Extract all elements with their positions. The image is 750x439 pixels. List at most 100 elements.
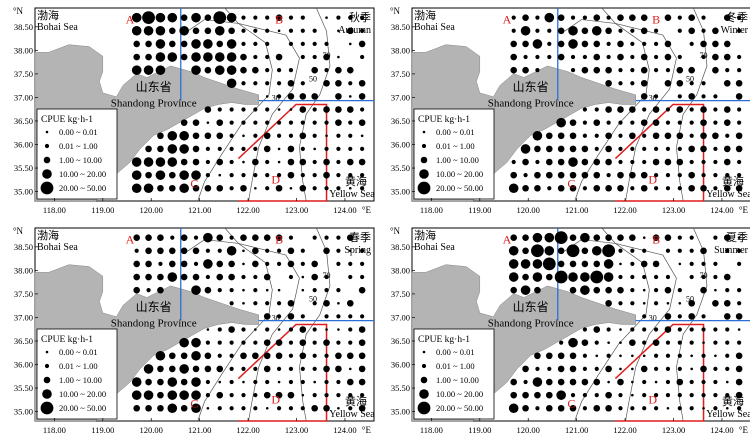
station-cpue-dot <box>348 340 353 345</box>
station-cpue-dot <box>312 393 317 398</box>
region-label-c: C <box>190 396 198 410</box>
station-cpue-dot <box>735 391 743 399</box>
station-cpue-dot <box>252 247 259 255</box>
station-cpue-dot <box>652 339 660 346</box>
station-cpue-dot <box>677 406 682 411</box>
station-cpue-dot <box>653 146 659 151</box>
lon-tick-label: 119.00 <box>91 425 114 435</box>
station-cpue-dot <box>547 41 552 46</box>
station-cpue-dot <box>630 274 635 280</box>
station-cpue-dot <box>155 350 166 361</box>
station-cpue-dot <box>702 406 705 410</box>
station-cpue-dot <box>253 340 258 345</box>
station-cpue-dot <box>653 366 659 371</box>
station-cpue-dot <box>193 261 199 266</box>
station-cpue-dot <box>606 173 611 178</box>
station-cpue-dot <box>689 340 694 345</box>
station-cpue-dot <box>252 234 259 241</box>
station-cpue-dot <box>617 53 624 61</box>
station-cpue-dot <box>214 25 225 36</box>
station-cpue-dot <box>723 53 731 61</box>
station-cpue-dot <box>301 275 305 279</box>
station-cpue-dot <box>229 301 234 306</box>
station-cpue-dot <box>323 299 330 307</box>
station-cpue-dot <box>653 353 659 358</box>
station-cpue-dot <box>640 14 648 21</box>
station-cpue-dot <box>725 366 730 371</box>
station-cpue-dot <box>618 248 623 253</box>
station-cpue-dot <box>652 260 660 268</box>
station-cpue-dot <box>229 366 234 371</box>
station-cpue-dot <box>618 393 623 398</box>
lat-tick-label: 35.00 <box>391 407 410 417</box>
station-cpue-dot <box>287 391 295 399</box>
station-cpue-dot <box>253 107 258 112</box>
station-cpue-dot <box>265 15 270 20</box>
station-cpue-dot <box>723 119 731 126</box>
region-label-a: A <box>503 12 512 26</box>
station-cpue-dot <box>535 54 540 60</box>
station-cpue-dot <box>665 120 671 125</box>
station-cpue-dot <box>277 288 281 292</box>
station-cpue-dot <box>640 184 648 192</box>
station-cpue-dot <box>629 132 636 140</box>
station-cpue-dot <box>229 393 234 398</box>
station-cpue-dot <box>618 146 623 151</box>
station-cpue-dot <box>300 41 305 46</box>
station-cpue-dot <box>313 147 316 151</box>
station-cpue-dot <box>522 365 529 373</box>
lat-tick-label: 35.00 <box>14 187 33 197</box>
station-cpue-dot <box>265 120 270 125</box>
station-cpue-dot <box>619 367 622 371</box>
station-cpue-dot <box>263 365 271 373</box>
region-label-c: C <box>567 396 575 410</box>
station-cpue-dot <box>288 327 294 332</box>
station-cpue-dot <box>593 378 601 386</box>
station-cpue-dot <box>324 379 329 385</box>
yellow-sea-en-label: Yellow Sea <box>329 409 375 420</box>
station-cpue-dot <box>677 120 682 125</box>
station-cpue-dot <box>312 235 317 240</box>
station-cpue-dot <box>712 299 719 307</box>
station-cpue-dot <box>204 184 212 192</box>
station-cpue-dot <box>275 339 283 346</box>
station-cpue-dot <box>241 393 246 398</box>
station-cpue-dot <box>203 259 213 269</box>
station-cpue-dot <box>179 25 189 36</box>
station-cpue-dot <box>242 249 245 253</box>
station-cpue-dot <box>191 65 201 75</box>
station-cpue-dot <box>335 106 342 113</box>
station-cpue-dot <box>544 12 555 23</box>
station-cpue-dot <box>143 390 154 400</box>
station-cpue-dot <box>157 391 164 399</box>
station-cpue-dot <box>203 52 213 62</box>
station-cpue-dot <box>737 406 742 411</box>
station-cpue-dot <box>735 184 743 192</box>
station-cpue-dot <box>323 404 330 412</box>
station-cpue-dot <box>522 273 529 281</box>
station-cpue-dot <box>335 66 342 74</box>
station-cpue-dot <box>678 262 682 266</box>
station-cpue-dot <box>640 119 648 126</box>
station-cpue-dot <box>241 120 246 125</box>
station-cpue-dot <box>276 94 282 99</box>
station-cpue-dot <box>191 285 201 295</box>
station-cpue-dot <box>688 14 695 21</box>
station-cpue-dot <box>545 273 553 281</box>
station-cpue-dot <box>714 288 717 292</box>
station-cpue-dot <box>701 15 706 20</box>
legend-title: CPUE kg·h-1 <box>418 335 470 345</box>
station-cpue-dot <box>653 288 659 293</box>
station-cpue-dot <box>605 286 612 294</box>
legend-symbol <box>44 363 50 369</box>
station-cpue-dot <box>653 186 659 191</box>
station-cpue-dot <box>642 41 647 46</box>
station-cpue-dot <box>535 366 540 371</box>
station-cpue-dot <box>168 171 176 179</box>
station-cpue-dot <box>275 352 283 360</box>
legend-symbol <box>45 350 49 354</box>
station-cpue-dot <box>229 340 234 345</box>
region-label-c: C <box>567 176 575 190</box>
station-cpue-dot <box>180 378 188 386</box>
station-cpue-dot <box>568 39 578 49</box>
